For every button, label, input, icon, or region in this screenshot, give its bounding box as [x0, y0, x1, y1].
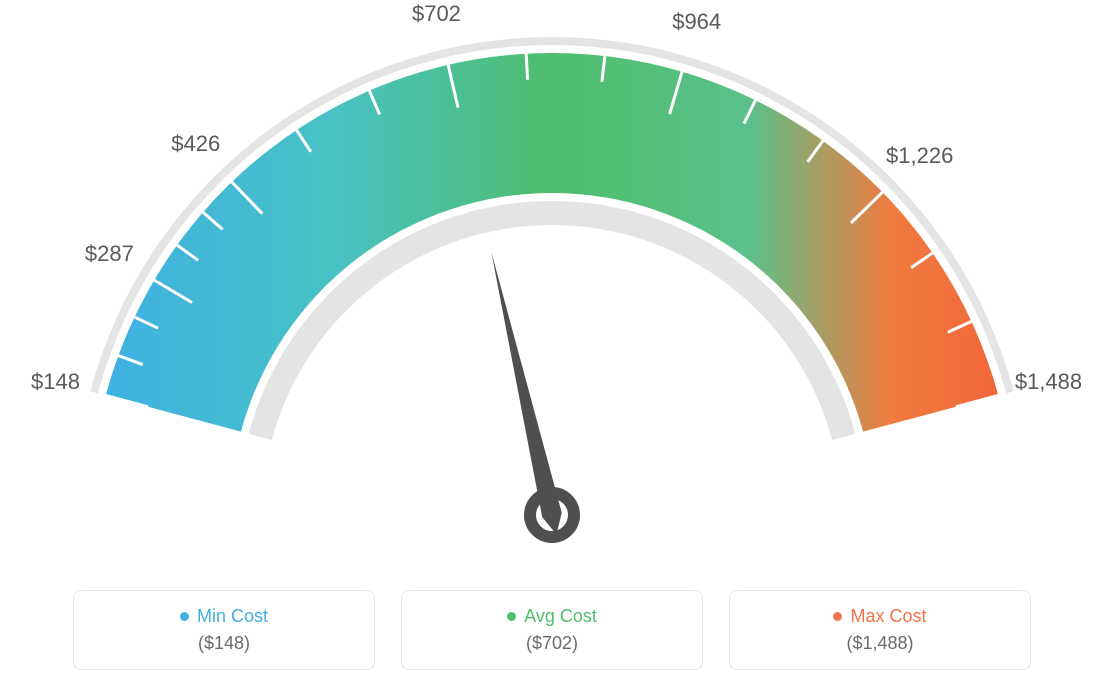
legend-label: Avg Cost: [524, 606, 597, 627]
legend-label: Min Cost: [197, 606, 268, 627]
cost-gauge-chart: $148 $287 $426 $702 $964 $1,226 $1,488 Min Cos…: [0, 0, 1104, 690]
legend-row: Min Cost ($148) Avg Cost ($702) Max Cost…: [0, 590, 1104, 670]
legend-card-max: Max Cost ($1,488): [729, 590, 1031, 670]
gauge-tick-label: $702: [412, 1, 461, 27]
legend-title-avg: Avg Cost: [507, 606, 597, 627]
legend-title-min: Min Cost: [180, 606, 268, 627]
legend-title-max: Max Cost: [833, 606, 926, 627]
legend-card-avg: Avg Cost ($702): [401, 590, 703, 670]
legend-value: ($702): [526, 633, 578, 654]
gauge-svg: [0, 0, 1104, 560]
legend-value: ($148): [198, 633, 250, 654]
gauge-tick-label: $1,226: [886, 143, 953, 169]
legend-card-min: Min Cost ($148): [73, 590, 375, 670]
dot-icon: [180, 612, 189, 621]
dot-icon: [833, 612, 842, 621]
gauge-tick-label: $426: [171, 131, 220, 157]
legend-label: Max Cost: [850, 606, 926, 627]
gauge-tick-label: $1,488: [1015, 369, 1082, 395]
gauge-tick-label: $964: [672, 9, 721, 35]
gauge-area: $148 $287 $426 $702 $964 $1,226 $1,488: [0, 0, 1104, 560]
legend-value: ($1,488): [846, 633, 913, 654]
dot-icon: [507, 612, 516, 621]
gauge-tick-label: $287: [85, 241, 134, 267]
gauge-tick-label: $148: [31, 369, 80, 395]
